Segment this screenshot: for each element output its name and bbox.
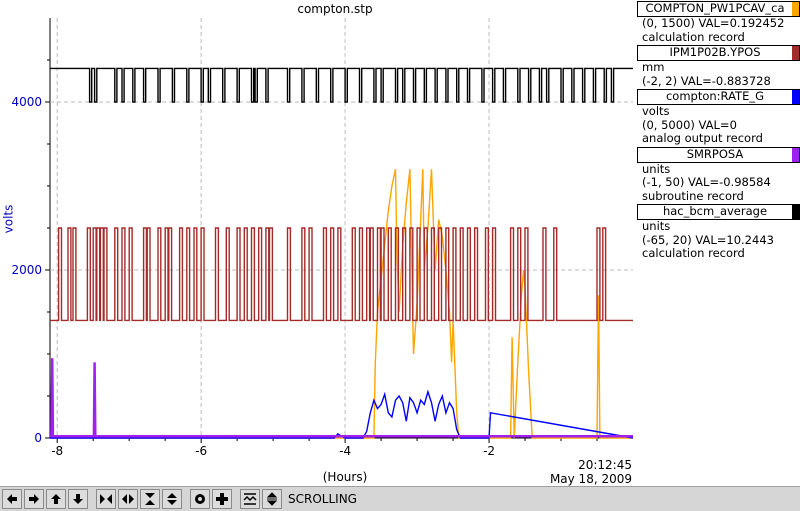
- legend-units: units: [642, 219, 671, 233]
- series-line-1: [50, 227, 633, 322]
- x-tick-label: -6: [195, 444, 207, 458]
- legend-color-swatch: [792, 46, 799, 60]
- legend-entry[interactable]: IPM1P02B.YPOS: [637, 45, 800, 61]
- time-label: 20:12:45: [578, 458, 632, 472]
- toolbar: SCROLLING: [0, 486, 800, 511]
- x-axis-label: (Hours): [322, 470, 368, 484]
- arrow-down-icon[interactable]: [68, 489, 88, 509]
- legend-series-name: SMRPOSA: [686, 147, 744, 161]
- autoscale-icon[interactable]: [240, 489, 260, 509]
- zoom-out-icon[interactable]: [262, 489, 282, 509]
- legend-record-type: calculation record: [642, 246, 745, 260]
- series-line-3: [50, 358, 633, 438]
- legend-units: units: [642, 161, 671, 176]
- y-axis-label: volts: [1, 204, 16, 234]
- y-tick-label: 2000: [11, 263, 42, 277]
- legend-color-swatch: [792, 147, 799, 162]
- zoom-in-y-icon[interactable]: [140, 489, 160, 509]
- arrow-left-icon[interactable]: [2, 489, 22, 509]
- x-tick-label: -2: [483, 444, 495, 458]
- legend-range-value: (0, 5000) VAL=0: [642, 117, 737, 132]
- date-label: May 18, 2009: [549, 472, 632, 486]
- x-tick-label: -8: [51, 444, 63, 458]
- legend-record-type: calculation record: [642, 29, 745, 44]
- legend-units: mm: [642, 60, 665, 74]
- legend-range-value: (-1, 50) VAL=-0.98584: [642, 175, 771, 189]
- series-line-4: [50, 67, 633, 103]
- legend-entry[interactable]: SMRPOSA: [637, 146, 800, 163]
- series-line-2: [50, 389, 634, 439]
- legend-series-name: compton:RATE_G: [665, 90, 765, 103]
- legend-color-swatch: [792, 2, 799, 16]
- zoom-in-x-icon[interactable]: [96, 489, 116, 509]
- plot-area: -8 -6 -4 -2 0 2000 4000: [11, 18, 634, 458]
- legend-series-name: hac_bcm_average: [662, 205, 768, 218]
- legend-units: volts: [642, 104, 670, 118]
- x-tick-label: -4: [339, 444, 351, 458]
- status-label: SCROLLING: [288, 492, 357, 506]
- legend: COMPTON_PW1PCAV_ca (0, 1500) VAL=0.192452…: [637, 0, 800, 261]
- legend-range-value: (-2, 2) VAL=-0.883728: [642, 73, 771, 88]
- arrow-up-icon[interactable]: [46, 489, 66, 509]
- legend-record-type: subroutine record: [642, 188, 744, 203]
- zoom-out-x-icon[interactable]: [118, 489, 138, 509]
- legend-entry[interactable]: compton:RATE_G: [637, 89, 800, 105]
- legend-record-type: analog output record: [642, 131, 763, 145]
- zoom-out-y-icon[interactable]: [162, 489, 182, 509]
- legend-series-name: IPM1P02B.YPOS: [669, 46, 761, 59]
- legend-color-swatch: [792, 205, 799, 219]
- legend-range-value: (-65, 20) VAL=10.2443: [642, 232, 774, 247]
- y-tick-label: 4000: [11, 95, 42, 109]
- stop-icon[interactable]: [190, 489, 210, 509]
- legend-color-swatch: [792, 90, 799, 104]
- legend-range-value: (0, 1500) VAL=0.192452: [642, 16, 785, 30]
- y-tick-label: 0: [34, 431, 42, 445]
- add-icon[interactable]: [212, 489, 232, 509]
- chart-title: compton.stp: [297, 2, 373, 16]
- arrow-right-icon[interactable]: [24, 489, 44, 509]
- legend-entry[interactable]: COMPTON_PW1PCAV_ca: [637, 1, 800, 17]
- timestamp: 20:12:45 May 18, 2009: [550, 458, 632, 486]
- legend-entry[interactable]: hac_bcm_average: [637, 204, 800, 220]
- legend-series-name: COMPTON_PW1PCAV_ca: [645, 2, 785, 15]
